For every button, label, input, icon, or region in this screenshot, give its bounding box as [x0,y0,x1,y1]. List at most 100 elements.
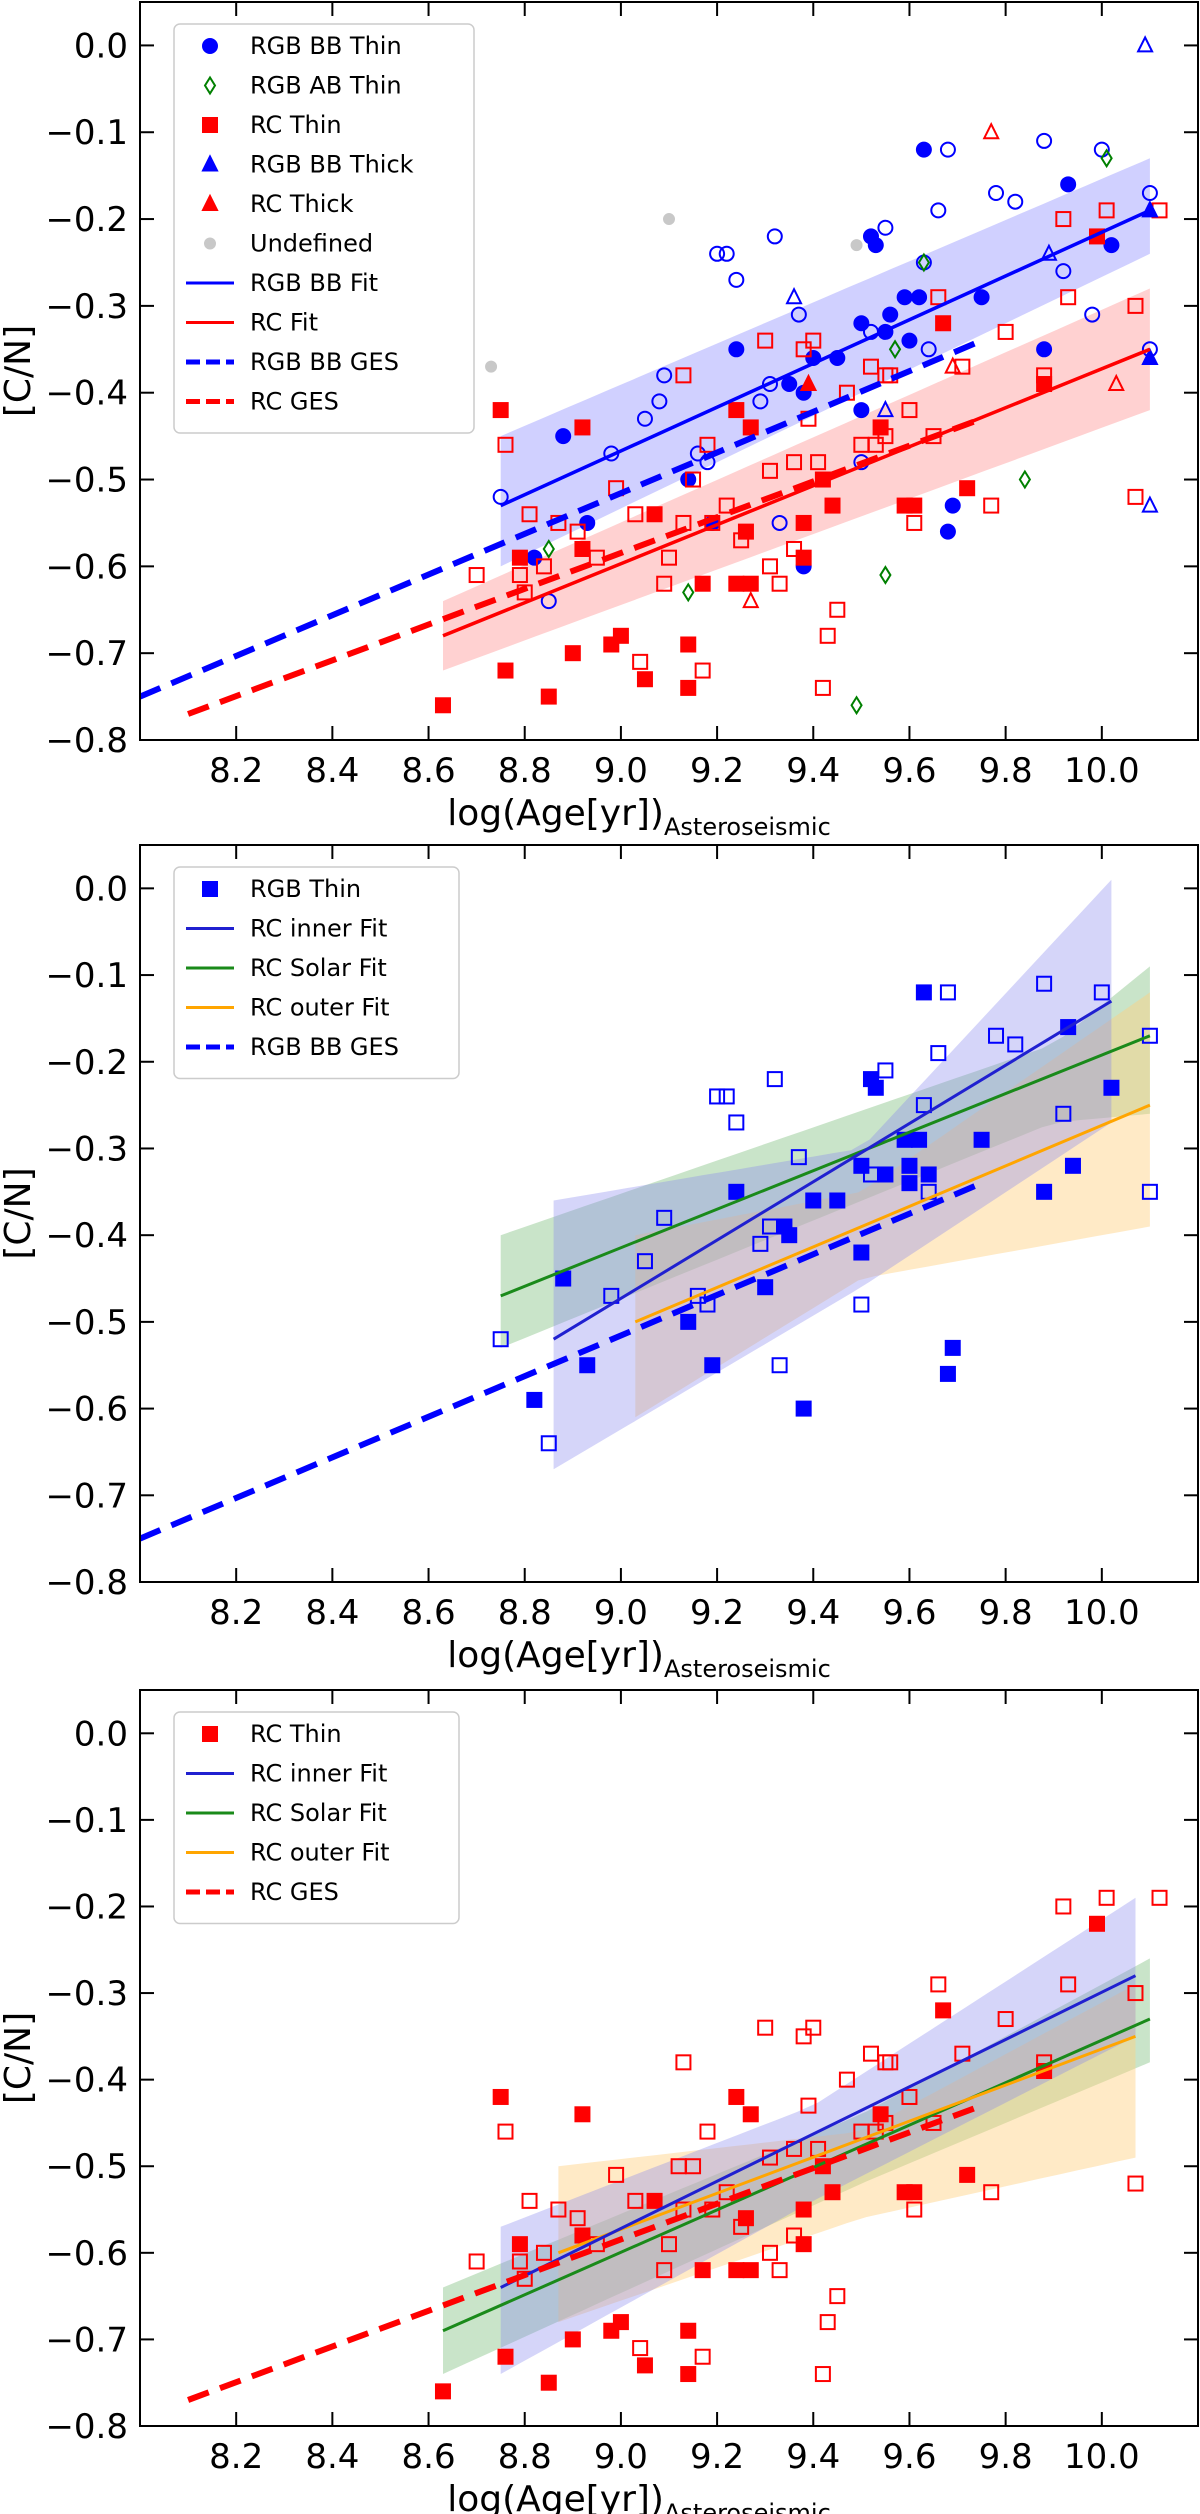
fit-line [187,415,983,717]
y-tick-label: −0.3 [45,287,128,327]
data-point [877,1166,894,1183]
data-point [829,601,846,618]
data-point [1127,2175,1144,2192]
confidence-band [500,158,1150,567]
data-point [694,2262,711,2279]
data-point [728,1114,745,1131]
data-point [1055,1105,1072,1122]
data-point [1060,289,1077,306]
data-point [521,506,538,523]
data-point [526,1391,543,1408]
data-point [1055,211,1072,228]
data-point [761,558,778,575]
x-tick-label: 8.4 [305,1593,359,1633]
data-point [935,2002,952,2019]
data-point [906,2201,923,2218]
legend-label: RGB BB Thick [250,151,414,179]
data-point [709,245,726,262]
data-point [795,2028,812,2045]
data-point [888,339,902,360]
y-tick-label: −0.7 [45,2320,128,2360]
data-point [944,497,961,514]
y-tick-label: 0.0 [74,1714,128,1754]
y-tick-label: −0.4 [45,1216,128,1256]
data-point [728,341,745,358]
data-point [786,540,803,557]
legend-label: RC Solar Fit [250,954,387,982]
data-point [636,2357,653,2374]
data-point [535,558,552,575]
data-point [689,1287,706,1304]
fit-line [552,999,1113,1341]
data-point [699,2123,716,2140]
data-point [680,679,697,696]
data-point [915,1097,932,1114]
legend-marker [202,881,218,897]
data-point [1098,1889,1115,1906]
data-point [612,2314,629,2331]
data-point [771,514,788,531]
data-point [742,2262,759,2279]
data-point [872,2106,889,2123]
data-point [682,582,695,603]
data-point [983,497,1000,514]
data-point [680,636,697,653]
y-tick-label: −0.8 [45,721,128,761]
data-point [1036,132,1053,149]
data-point [944,1339,961,1356]
data-point [694,2348,711,2365]
data-point [574,419,591,436]
data-point [1141,185,1158,202]
data-point [939,523,956,540]
x-axis-title: log(Age[yr])Asteroseismic [447,2479,831,2514]
data-point [564,645,581,662]
data-point [867,1079,884,1096]
data-point [675,2054,692,2071]
data-point [728,575,745,592]
confidence-band [500,966,1150,1348]
data-point [742,590,760,609]
legend-label: RC Thin [250,111,342,139]
data-point [521,2192,538,2209]
legend-label: RC inner Fit [250,915,387,943]
data-point [569,2210,586,2227]
data-point [872,419,889,436]
x-tick-label: 8.6 [402,1593,456,1633]
confidence-band [635,992,1150,1418]
data-point [876,399,895,418]
data-point [939,984,956,1001]
data-point [850,695,863,716]
y-tick-label: −0.2 [45,200,128,240]
data-point [1141,1027,1158,1044]
legend-label: RC outer Fit [250,1839,390,1867]
data-point [1103,237,1120,254]
data-point [752,1235,769,1252]
x-axis-title-main: log(Age[yr]) [447,1635,664,1676]
data-point [805,2019,822,2036]
data-point [704,1357,721,1374]
data-point [752,393,769,410]
data-point [694,575,711,592]
data-point [795,549,812,566]
legend-box [173,1711,460,1925]
data-point [542,539,555,559]
data-point [646,2192,663,2209]
legend-marker [201,154,219,172]
data-point [1100,148,1113,169]
x-axis-title-subscript: Asteroseismic [664,1655,831,1683]
data-point [906,514,923,531]
data-point [485,360,498,373]
y-tick-label: −0.2 [45,1043,128,1083]
chart-panel-1: 8.2 8.4 8.6 8.8 9.0 9.2 9.4 9.6 9.8 10.0 −0.8 −0.7 −… [0,1,1199,841]
data-point [540,688,557,705]
data-point [997,323,1014,340]
data-point [1007,1036,1024,1053]
x-tick-label: 9.0 [594,751,648,791]
data-point [699,436,716,453]
data-point [468,2253,485,2270]
plot-content [140,879,1158,1542]
data-point [1089,1915,1106,1932]
data-point [636,671,653,688]
x-tick-label: 10.0 [1064,2437,1140,2477]
data-point [492,2088,509,2105]
